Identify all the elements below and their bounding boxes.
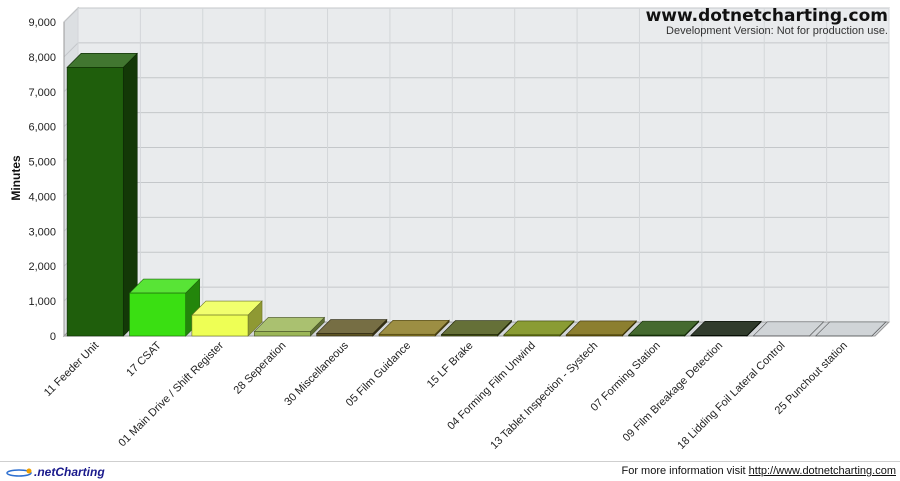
- bar-front: [317, 334, 373, 336]
- bar: [192, 301, 262, 336]
- bar-front: [379, 334, 435, 336]
- y-tick-label: 8,000: [28, 52, 56, 64]
- bar-front: [629, 335, 685, 336]
- y-tick-label: 0: [50, 331, 56, 343]
- x-tick-label: 09 Film Breakage Detection: [621, 340, 725, 444]
- footer-link[interactable]: http://www.dotnetcharting.com: [749, 465, 896, 477]
- x-tick-label: 07 Forming Station: [589, 340, 663, 414]
- logo-text: .netCharting: [34, 465, 105, 479]
- bar-front: [566, 335, 622, 336]
- back-wall: [78, 8, 889, 322]
- x-tick-label: 28 Seperation: [232, 340, 289, 397]
- bar: [67, 53, 137, 336]
- watermark-subtitle: Development Version: Not for production …: [666, 25, 888, 37]
- y-tick-label: 2,000: [28, 261, 56, 273]
- x-tick-label: 30 Miscellaneous: [282, 339, 351, 408]
- watermark-title: www.dotnetcharting.com: [646, 6, 888, 26]
- footer-bar: .netCharting For more information visit …: [0, 461, 900, 481]
- x-tick-label: 18 Lidding Foil Lateral Control: [675, 340, 787, 452]
- swoosh-icon: [6, 467, 32, 477]
- bar-front: [504, 335, 560, 336]
- x-tick-label: 15 LF Brake: [425, 340, 476, 391]
- bar-front: [130, 293, 186, 336]
- y-tick-label: 4,000: [28, 191, 56, 203]
- bar-front: [192, 315, 248, 336]
- bar: [130, 279, 200, 336]
- y-tick-label: 1,000: [28, 296, 56, 308]
- dotnetcharting-logo: .netCharting: [6, 464, 105, 480]
- y-axis-title: Minutes: [9, 155, 23, 201]
- x-tick-label: 13 Tablet Inspection - Systech: [488, 340, 600, 452]
- y-tick-label: 5,000: [28, 157, 56, 169]
- y-axis-ticks: 0 1,000 2,000 3,000 4,000 5,000 6,000 7,000 8,00…: [28, 17, 56, 343]
- y-tick-label: 9,000: [28, 17, 56, 29]
- footer-info: For more information visit http://www.do…: [621, 465, 896, 477]
- x-tick-label: 01 Main Drive / Shift Register: [116, 339, 226, 449]
- footer-info-prefix: For more information visit: [621, 465, 748, 477]
- bar-front: [254, 331, 310, 336]
- y-tick-label: 7,000: [28, 87, 56, 99]
- x-tick-label: 05 Film Guidance: [344, 340, 413, 409]
- bar-front: [691, 335, 747, 336]
- x-tick-label: 11 Feeder Unit: [42, 340, 101, 399]
- y-tick-label: 3,000: [28, 226, 56, 238]
- x-tick-label: 17 CSAT: [124, 339, 164, 379]
- bar-front: [441, 335, 497, 336]
- bar-front: [67, 67, 123, 336]
- y-tick-label: 6,000: [28, 122, 56, 134]
